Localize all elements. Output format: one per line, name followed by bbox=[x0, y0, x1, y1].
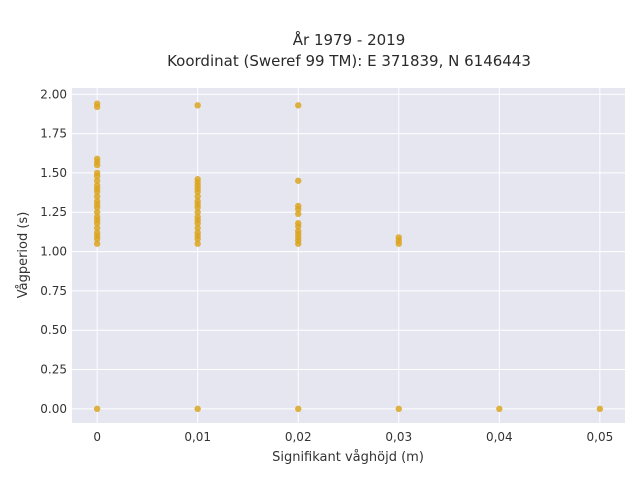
data-point-44 bbox=[194, 102, 201, 109]
chart-title-line1: År 1979 - 2019 bbox=[293, 30, 406, 49]
data-point-37 bbox=[194, 198, 201, 205]
data-point-17 bbox=[93, 177, 101, 184]
data-point-55 bbox=[295, 202, 302, 210]
data-point-34 bbox=[194, 209, 201, 216]
data-point-4 bbox=[93, 229, 101, 236]
data-point-30 bbox=[194, 224, 201, 232]
data-point-16 bbox=[93, 182, 101, 189]
y-tick-label: 0.75 bbox=[40, 284, 67, 298]
data-point-8 bbox=[93, 213, 101, 221]
x-tick-label: 0,02 bbox=[285, 430, 312, 444]
y-tick-label: 1.00 bbox=[40, 245, 67, 259]
data-point-56 bbox=[295, 177, 302, 184]
y-tick-label: 1.25 bbox=[40, 205, 67, 219]
data-point-9 bbox=[93, 209, 101, 216]
data-point-24 bbox=[93, 100, 101, 107]
data-point-29 bbox=[194, 229, 201, 236]
x-tick-label: 0,01 bbox=[184, 430, 211, 444]
data-point-61 bbox=[395, 234, 402, 241]
data-point-0 bbox=[93, 405, 101, 413]
grid-lines bbox=[72, 88, 625, 423]
data-point-38 bbox=[194, 193, 201, 200]
y-tick-label: 1.50 bbox=[40, 166, 67, 180]
data-point-22 bbox=[93, 155, 101, 162]
data-point-33 bbox=[194, 213, 201, 221]
y-tick-label: 2.00 bbox=[40, 87, 67, 101]
data-point-52 bbox=[295, 220, 302, 227]
data-point-25 bbox=[194, 405, 201, 413]
x-tick-label: 0 bbox=[93, 430, 101, 444]
y-axis-ticks: 0.00 0.25 0.50 0.75 1.00 1.25 1.50 1.75 2.00 bbox=[40, 87, 67, 416]
data-point-53 bbox=[295, 210, 302, 218]
data-point-5 bbox=[93, 224, 101, 232]
x-tick-label: 0,03 bbox=[385, 430, 412, 444]
data-point-57 bbox=[295, 102, 302, 109]
data-point-19 bbox=[93, 169, 101, 177]
x-tick-label: 0,04 bbox=[486, 430, 513, 444]
y-tick-label: 0.00 bbox=[40, 402, 67, 416]
x-tick-label: 0,05 bbox=[587, 430, 614, 444]
data-point-26 bbox=[194, 240, 201, 247]
data-point-12 bbox=[93, 198, 101, 205]
data-point-1 bbox=[93, 240, 101, 247]
plot-area bbox=[72, 88, 625, 423]
data-point-43 bbox=[194, 176, 201, 183]
data-point-50 bbox=[295, 227, 302, 235]
y-tick-label: 1.75 bbox=[40, 127, 67, 141]
data-points bbox=[93, 100, 604, 413]
data-point-45 bbox=[295, 405, 302, 413]
y-tick-label: 0.25 bbox=[40, 363, 67, 377]
y-axis-label: Vågperiod (s) bbox=[16, 212, 31, 299]
chart-title-line2: Koordinat (Sweref 99 TM): E 371839, N 61… bbox=[167, 52, 531, 70]
data-point-62 bbox=[496, 405, 503, 413]
data-point-13 bbox=[93, 193, 101, 200]
x-axis-ticks: 0 0,01 0,02 0,03 0,04 0,05 bbox=[93, 430, 613, 444]
x-axis-label: Signifikant våghöjd (m) bbox=[272, 450, 424, 465]
y-tick-label: 0.50 bbox=[40, 323, 67, 337]
data-point-63 bbox=[596, 405, 604, 413]
data-point-58 bbox=[395, 405, 402, 413]
